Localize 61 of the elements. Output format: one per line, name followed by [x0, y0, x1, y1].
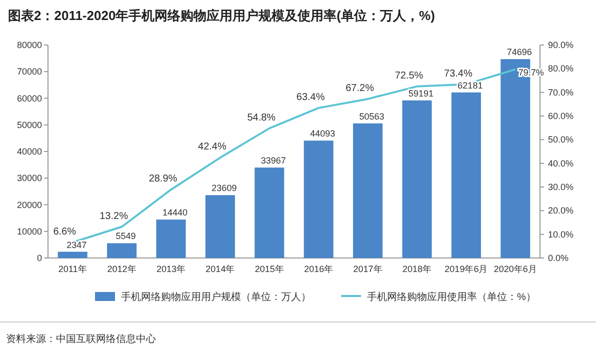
data-label: 2347 [66, 240, 87, 250]
data-label: 14440 [162, 208, 188, 218]
bar [58, 252, 88, 258]
bar [451, 92, 481, 258]
y-tick-label: 10000 [16, 226, 42, 236]
y-tick-label: 30000 [16, 173, 42, 184]
bar [304, 140, 334, 258]
y2-tick-label: 10.0% [548, 229, 574, 240]
text: 资料来源：中国互联网络信息中心 [6, 333, 156, 345]
data-label: 5549 [116, 231, 136, 242]
y-tick-label: 50000 [16, 120, 42, 130]
y2-tick-label: 50.0% [548, 134, 574, 145]
x-tick-label: 2018年 [402, 264, 432, 274]
bar [107, 243, 137, 258]
y-tick-label: 70000 [16, 66, 42, 77]
data-label: 13.2% [100, 210, 128, 222]
y-tick-label: 20000 [16, 200, 42, 210]
x-tick-label: 2013年 [156, 264, 186, 274]
y-tick-label: 40000 [16, 146, 42, 156]
y-tick-label: 0 [36, 253, 42, 263]
bar [205, 195, 235, 258]
x-tick-label: 2011年 [58, 264, 87, 274]
data-label: 28.9% [148, 174, 178, 185]
y2-tick-label: 80.0% [548, 64, 574, 74]
data-label: 33967 [260, 156, 286, 166]
x-tick-label: 2020年6月 [494, 264, 537, 274]
y2-tick-label: 40.0% [548, 158, 574, 168]
data-label: 50563 [359, 111, 384, 122]
y2-tick-label: 0.0% [548, 253, 569, 263]
data-label: 63.4% [296, 92, 325, 103]
legend-label: 手机网络购物应用使用率（单位：%） [367, 291, 536, 303]
data-label: 23609 [212, 183, 237, 194]
y2-tick-label: 20.0% [548, 206, 574, 216]
data-label: 6.6% [53, 226, 76, 238]
data-label: 62181 [458, 80, 483, 90]
x-tick-label: 2017年 [353, 264, 382, 274]
data-label: 59191 [408, 88, 434, 98]
data-label: 72.5% [394, 70, 424, 82]
y-tick-label: 80000 [16, 40, 42, 50]
data-label: 67.2% [346, 82, 374, 94]
data-label: 54.8% [247, 112, 276, 124]
y-tick-label: 60000 [16, 93, 42, 104]
bar [156, 220, 186, 258]
x-tick-label: 2012年 [107, 264, 136, 274]
x-tick-label: 2016年 [304, 264, 334, 274]
y2-tick-label: 60.0% [548, 111, 574, 121]
bar [353, 123, 383, 258]
bar [254, 168, 284, 258]
y2-tick-label: 70.0% [548, 87, 574, 98]
chart-title: 图表2：2011-2020年手机网络购物应用用户规模及使用率(单位：万人，%) [8, 8, 435, 23]
x-tick-label: 2015年 [254, 264, 284, 274]
data-label: 74696 [506, 47, 532, 58]
data-label: 44093 [310, 128, 336, 139]
y2-tick-label: 30.0% [548, 182, 574, 192]
legend-label: 手机网络购物应用用户规模（单位：万人） [121, 291, 311, 303]
x-tick-label: 2014年 [206, 264, 235, 274]
data-label: 42.4% [198, 142, 226, 153]
y2-tick-label: 90.0% [548, 40, 574, 50]
x-tick-label: 2019年6月 [444, 264, 488, 274]
data-label: 73.4% [444, 68, 472, 80]
bar [402, 100, 432, 258]
